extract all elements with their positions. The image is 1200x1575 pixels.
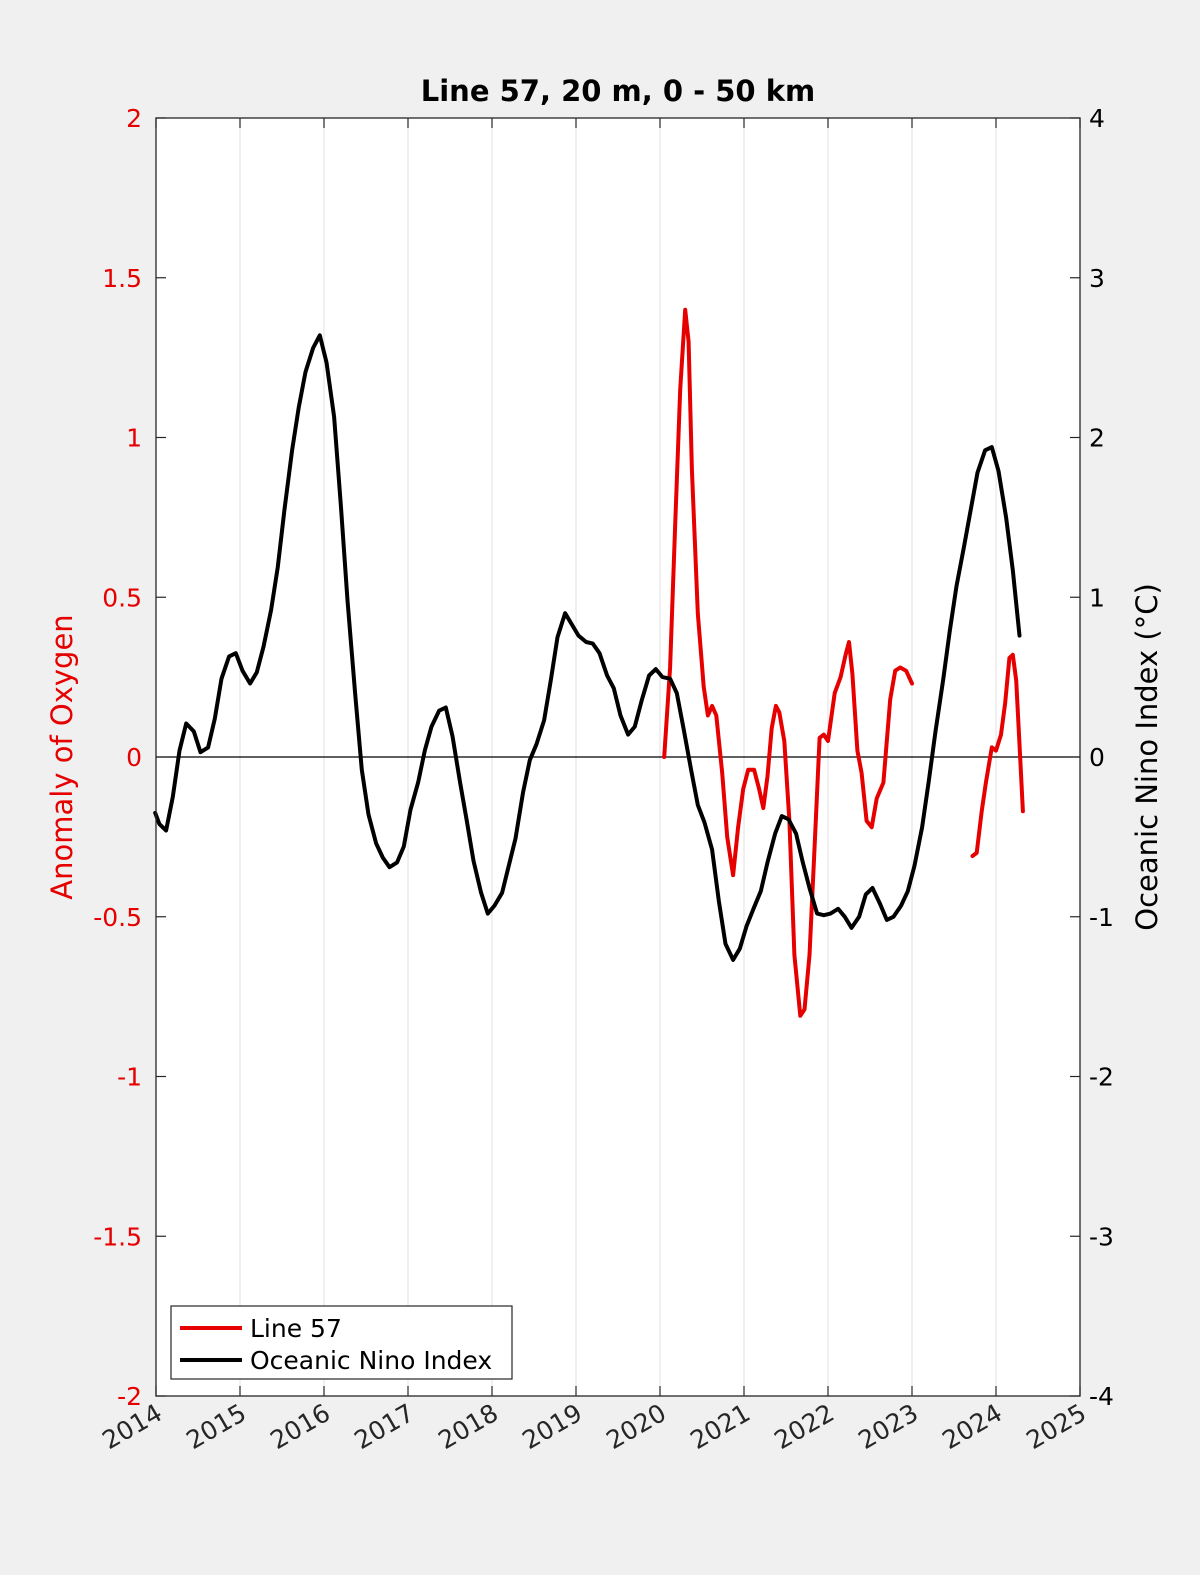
left-tick-label-0: 0 [126, 743, 142, 772]
x-tick-label-2023: 2023 [853, 1398, 923, 1455]
right-tick-label-3: 3 [1089, 264, 1105, 293]
right-tick-label-2: 2 [1089, 424, 1105, 453]
legend-label-line-57: Line 57 [250, 1314, 342, 1343]
left-tick-label-2: -2 [117, 1382, 142, 1411]
x-tick-label-2022: 2022 [769, 1398, 839, 1455]
right-tick-label-4: 4 [1089, 104, 1105, 133]
left-axis-title: Anomaly of Oxygen [45, 614, 79, 899]
x-tick-label-2025: 2025 [1021, 1398, 1091, 1455]
series-line-oceanic-nino-index-segment-1 [153, 333, 1022, 962]
x-tick-label-2020: 2020 [601, 1398, 671, 1455]
series-lines [153, 307, 1025, 1018]
series-line-line-57-segment-2 [970, 652, 1025, 858]
x-tick-label-2015: 2015 [181, 1398, 251, 1455]
legend: Line 57 Oceanic Nino Index [170, 1305, 513, 1380]
right-tick-label-1: 1 [1089, 583, 1105, 612]
right-tick-label-1: -1 [1089, 903, 1114, 932]
x-tick-label-2019: 2019 [517, 1398, 587, 1455]
x-tick-label-2018: 2018 [433, 1398, 503, 1455]
left-tick-label-0-5: -0.5 [93, 903, 142, 932]
x-tick-label-2024: 2024 [937, 1398, 1007, 1455]
left-tick-label-1: 1 [126, 424, 142, 453]
left-tick-label-1-5: -1.5 [93, 1222, 142, 1251]
right-tick-label-4: -4 [1089, 1382, 1114, 1411]
chart-title: Line 57, 20 m, 0 - 50 km [421, 74, 815, 108]
x-tick-label-2017: 2017 [349, 1398, 419, 1455]
left-tick-label-1: -1 [117, 1063, 142, 1092]
right-tick-label-0: 0 [1089, 743, 1105, 772]
right-axis-title: Oceanic Nino Index (°C) [1130, 583, 1164, 931]
left-tick-label-0-5: 0.5 [102, 583, 142, 612]
legend-box [170, 1305, 513, 1380]
x-tick-label-2021: 2021 [685, 1398, 755, 1455]
left-tick-label-2: 2 [126, 104, 142, 133]
right-tick-label-3: -3 [1089, 1222, 1114, 1251]
legend-label-oceanic-nino-index: Oceanic Nino Index [250, 1346, 492, 1375]
right-tick-label-2: -2 [1089, 1063, 1114, 1092]
left-tick-label-1-5: 1.5 [102, 264, 142, 293]
x-tick-label-2016: 2016 [265, 1398, 335, 1455]
series-line-line-57-segment-1 [662, 307, 914, 1018]
